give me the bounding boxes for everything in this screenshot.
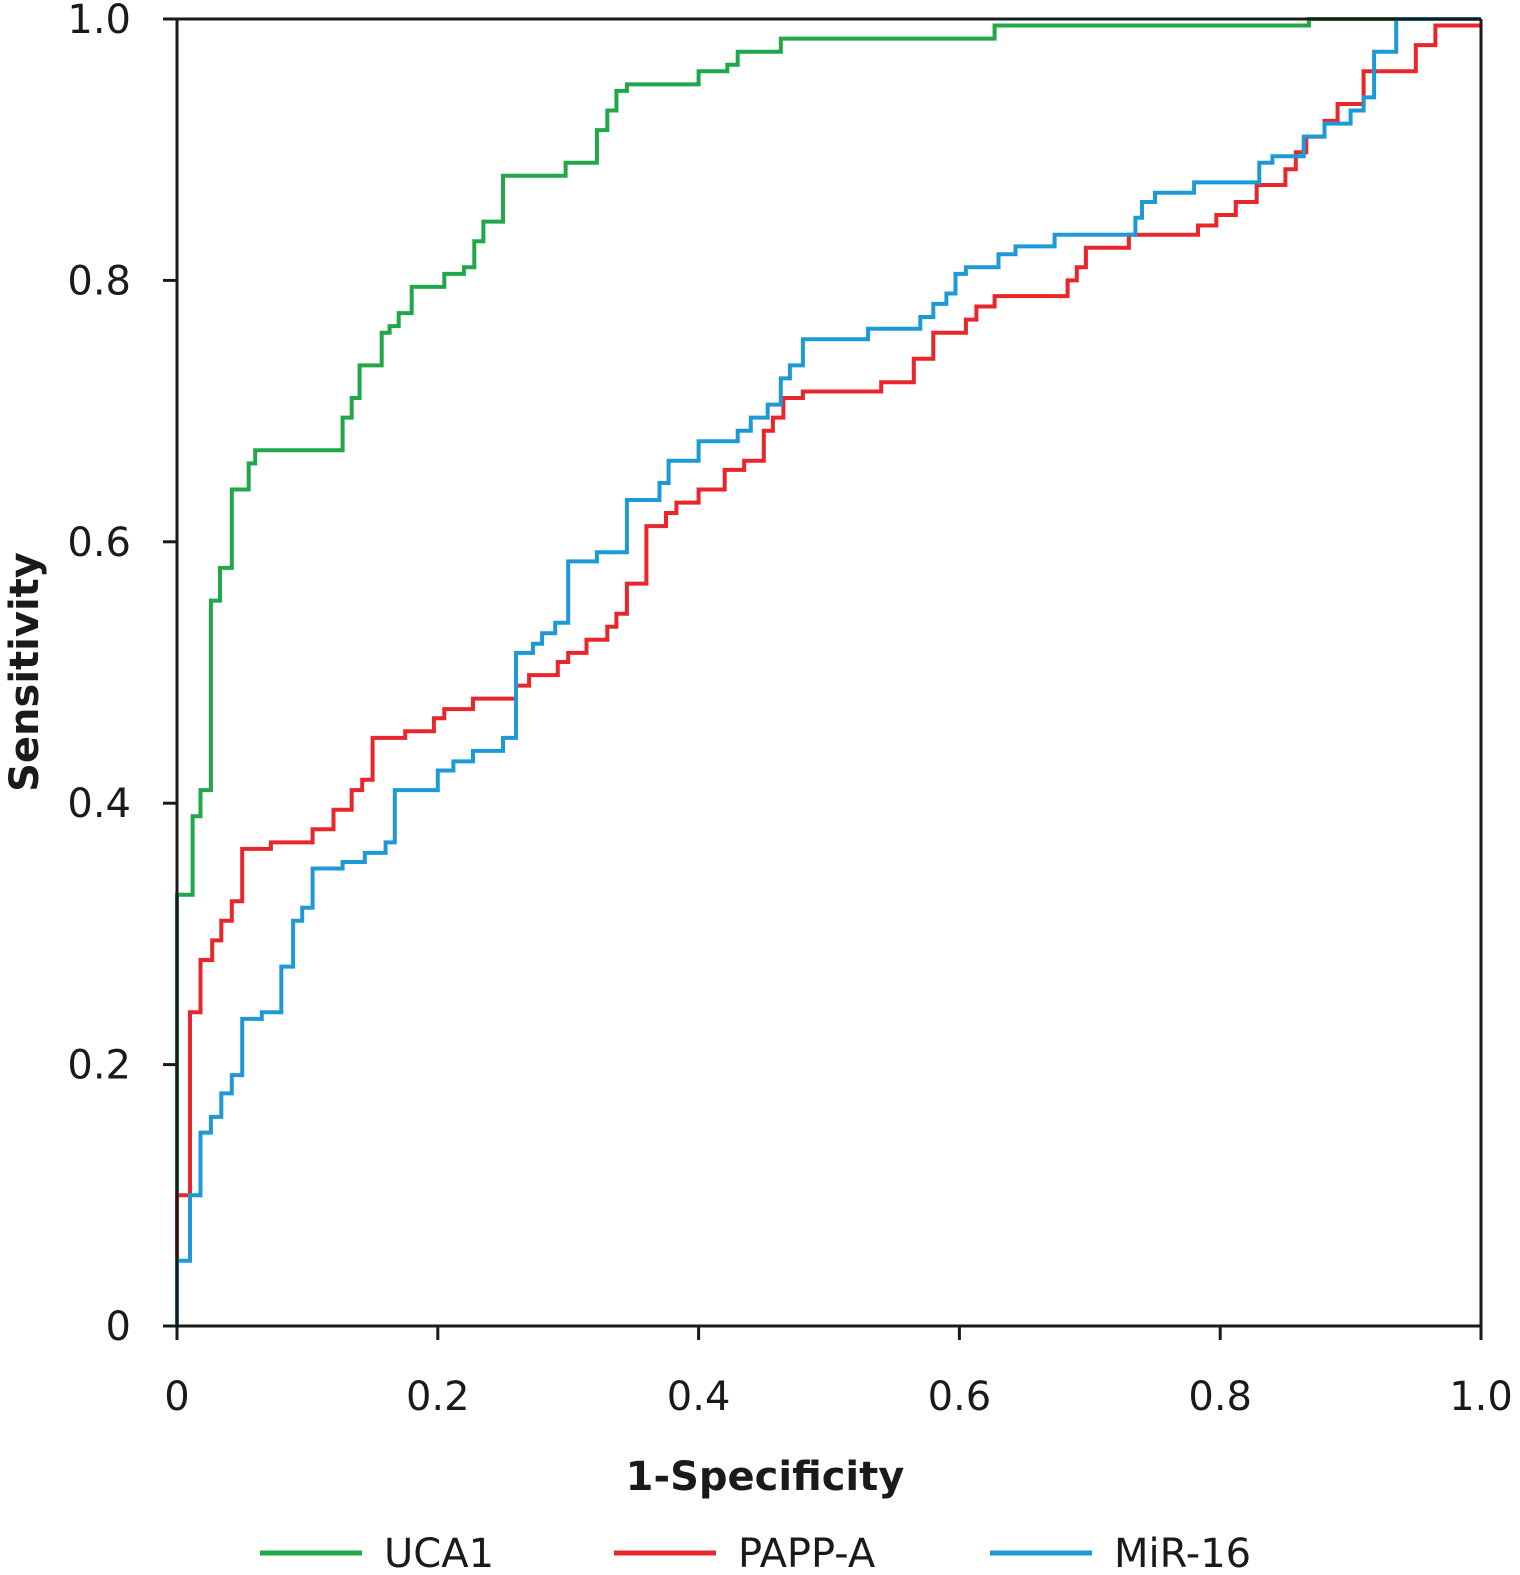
x-tick-label: 0.4: [667, 1374, 731, 1420]
x-axis-title: 1-Specificity: [626, 1454, 905, 1500]
series-line-uca1: [175, 17, 1481, 1326]
y-tick-label: 0.4: [67, 781, 131, 827]
legend-label-papp-a: PAPP-A: [738, 1531, 876, 1575]
y-tick-label: 0.8: [67, 258, 131, 304]
x-tick-label: 0.6: [928, 1374, 992, 1420]
x-tick-label: 0: [164, 1374, 189, 1420]
series-layer: [175, 17, 1481, 1326]
series-line-papp-a: [175, 23, 1481, 1326]
y-tick-label: 0: [106, 1304, 131, 1350]
y-axis-title: Sensitivity: [2, 552, 48, 792]
series-line-mir-16: [175, 17, 1481, 1326]
x-tick-label: 0.8: [1188, 1374, 1252, 1420]
legend-label-mir-16: MiR-16: [1114, 1531, 1251, 1575]
x-tick-label: 1.0: [1449, 1374, 1513, 1420]
y-tick-label: 0.6: [67, 520, 131, 566]
x-tick-label: 0.2: [406, 1374, 470, 1420]
legend-label-uca1: UCA1: [384, 1531, 494, 1575]
axes-layer: [175, 17, 1483, 1328]
y-tick-label: 0.2: [67, 1043, 131, 1089]
y-tick-label: 1.0: [67, 0, 131, 43]
legend: UCA1 PAPP-A MiR-16: [260, 1531, 1251, 1575]
ticks-layer: 0 0.2 0.4 0.6 0.8 1.0 0 0.2 0.4 0.6 0.8 1.0: [67, 0, 1512, 1420]
